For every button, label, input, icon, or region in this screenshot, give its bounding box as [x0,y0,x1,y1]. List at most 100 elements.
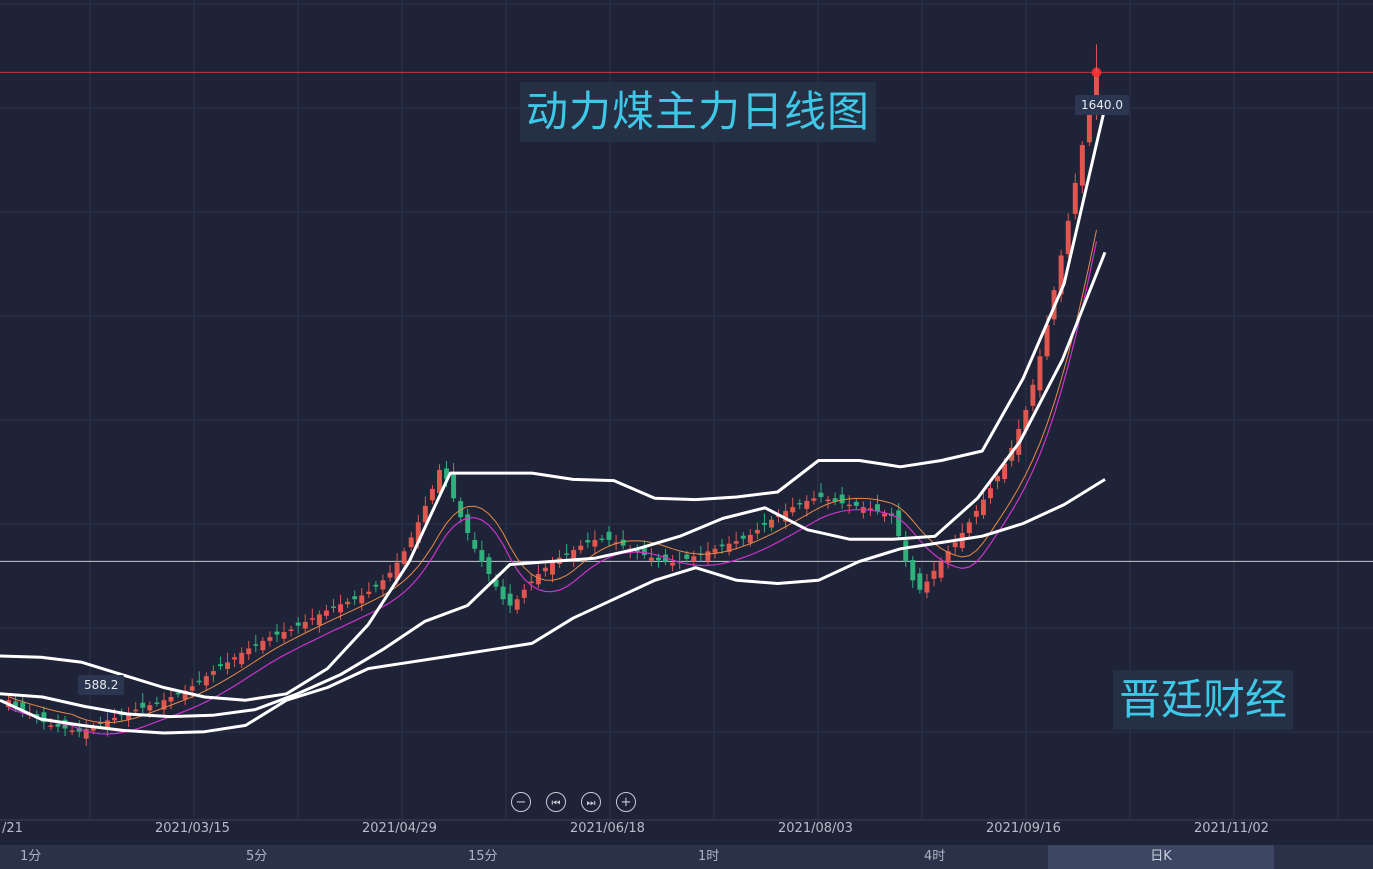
candle-body [783,510,789,522]
candle-body [154,702,160,704]
x-tick-label: 2021/08/03 [778,821,853,836]
candle-body [408,537,414,548]
minus-icon: − [515,795,527,810]
candle-body [528,581,534,584]
candle-body [309,618,315,620]
tab-1min[interactable]: 1分 [20,849,42,864]
candle-body [436,469,442,494]
candle-body [705,551,711,561]
skip-back-icon: ⏮ [551,798,561,809]
candle-body [274,631,280,635]
tab-4hour[interactable]: 4时 [924,849,946,864]
candle-body [387,572,393,578]
candle-body [422,505,428,523]
candle-body [634,550,640,552]
candle-body [267,637,273,641]
candle-body [338,604,344,613]
zoom-in-button[interactable]: + [616,792,636,812]
candle-body [507,593,513,606]
candle-body [1023,410,1029,431]
candle-body [479,550,485,562]
candle-body [352,596,358,600]
candle-body [401,551,407,565]
candle-body [140,702,146,708]
candle-body [733,541,739,544]
candle-body [168,697,174,702]
candle-body [980,499,986,516]
zoom-out-button[interactable]: − [511,792,531,812]
candle-body [260,640,266,651]
candle-body [76,727,82,732]
candle-body [1086,107,1092,143]
candle-body [832,498,838,502]
candle-body [295,622,301,626]
candle-body [331,606,336,608]
candle-body [670,562,676,566]
tab-daily[interactable]: 日K [1048,845,1274,869]
candle-body [761,522,767,525]
candle-body [853,501,859,506]
tab-1hour[interactable]: 1时 [698,849,720,864]
candle-body [1058,255,1064,295]
candle-body [465,514,471,533]
candle-body [846,504,852,507]
candle-body [161,700,167,710]
candle-body [126,712,132,720]
candle-body [917,573,923,590]
candle-body [514,599,520,610]
skip-forward-icon: ⏭ [586,798,596,809]
candle-body [366,591,372,595]
ma-line-orange [8,229,1097,724]
next-button[interactable]: ⏭ [581,792,601,812]
candle-body [740,535,746,539]
candle-body [550,562,555,575]
candle-body [345,601,351,605]
bollinger-lower-band [0,478,1106,735]
candle-body [1002,463,1008,480]
candle-body [373,584,379,587]
x-tick-label: 2021/11/02 [1194,821,1269,836]
candle-body [825,499,831,502]
previous-button[interactable]: ⏮ [546,792,566,812]
candle-body [966,522,972,533]
candle-body [712,548,718,553]
candle-body [938,561,944,578]
candle-body [20,702,26,710]
candle-body [316,614,322,626]
candle-body [564,553,570,555]
candle-body [542,567,548,572]
candle-body [804,500,810,509]
candle-body [903,540,909,562]
x-tick-label: 2021/04/29 [362,821,437,836]
candle-body [790,507,796,513]
candle-body [48,725,54,727]
candle-body [189,686,195,691]
candle-body [394,562,400,580]
candle-body [797,502,803,505]
candle-body [599,538,605,541]
candle-body [641,547,647,556]
candle-body [380,580,386,590]
ma-line-purple [8,241,1098,735]
candle-body [571,550,577,560]
candle-body [578,545,584,551]
candle-body [90,726,96,731]
candle-body [104,720,110,730]
candle-body [1079,145,1085,186]
candle-body [931,570,937,579]
candle-body [1093,69,1099,115]
candle-body [210,671,216,675]
tab-15min[interactable]: 15分 [468,849,498,864]
candle-body [973,510,979,517]
candle-body [1065,220,1071,255]
candle-body [246,648,252,655]
candle-body [839,494,845,504]
candle-body [429,488,435,501]
candle-body [867,508,873,510]
candle-body [281,632,287,639]
candle-body [1037,356,1043,391]
candle-body [253,644,259,646]
tab-5min[interactable]: 5分 [246,849,268,864]
candle-body [952,542,958,548]
